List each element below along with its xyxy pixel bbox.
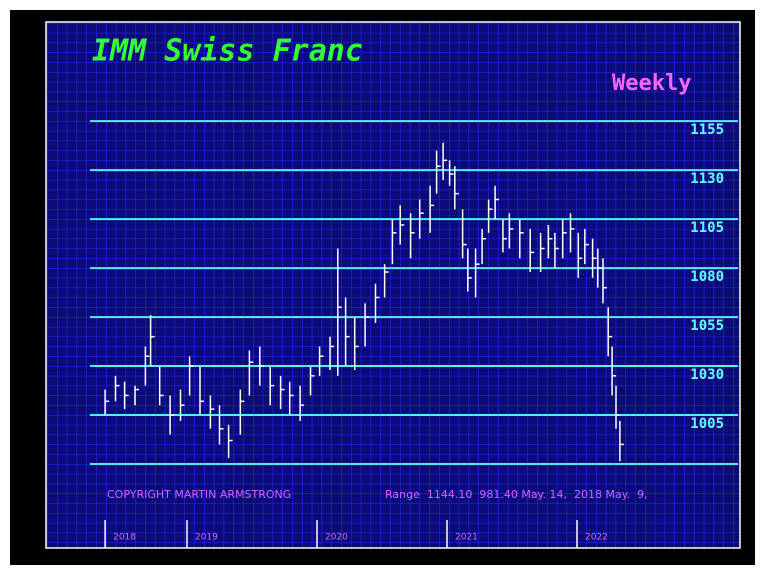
chart-title: IMM Swiss Franc (92, 34, 363, 69)
x-tick-label: 2021 (455, 533, 478, 543)
y-tick-label: 1130 (690, 171, 724, 187)
x-tick-label: 2022 (585, 533, 608, 543)
range-note: Range 1144.10 981.40 May. 14, 2018 May. … (385, 488, 648, 501)
x-tick-label: 2019 (195, 533, 218, 543)
y-tick-label: 1055 (690, 318, 724, 334)
y-tick-label: 1030 (690, 367, 724, 383)
subtitle: Weekly (612, 71, 691, 96)
copyright: COPYRIGHT MARTIN ARMSTRONG (107, 488, 291, 501)
minor-grid (46, 22, 740, 548)
panel-border (45, 21, 741, 549)
x-tick-label: 2020 (325, 533, 348, 543)
x-tick-label: 2018 (113, 533, 136, 543)
y-tick-label: 1155 (690, 122, 724, 138)
y-tick-label: 1005 (690, 416, 724, 432)
y-tick-label: 1080 (690, 269, 724, 285)
y-tick-label: 1105 (690, 220, 724, 236)
